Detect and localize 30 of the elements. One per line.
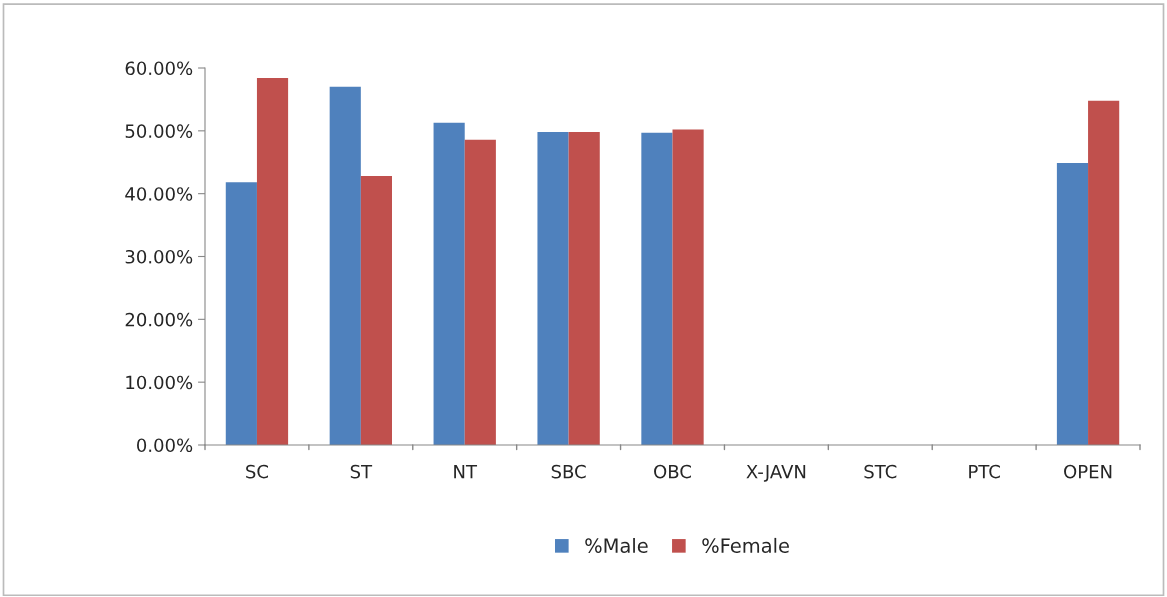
legend-label: %Male xyxy=(585,537,648,553)
x-tick-label: STC xyxy=(864,464,897,479)
y-tick-label: 10.00% xyxy=(126,375,193,390)
bar xyxy=(672,129,704,445)
bar xyxy=(225,182,257,445)
bar xyxy=(641,132,673,445)
bar xyxy=(1088,100,1120,445)
bar xyxy=(433,122,465,445)
bar xyxy=(256,78,289,445)
y-tick-label: 60.00% xyxy=(125,61,193,76)
legend-label: %Female xyxy=(702,537,789,553)
bar xyxy=(360,176,392,445)
x-tick-label: NT xyxy=(454,465,478,479)
y-tick-label: 20.00% xyxy=(125,312,193,327)
y-tick-label: 50.00% xyxy=(125,124,193,138)
x-tick-label: ST xyxy=(350,464,373,479)
bar xyxy=(537,132,569,445)
x-tick-label: SBC xyxy=(551,464,586,479)
x-tick-label: PTC xyxy=(969,464,1000,479)
bar xyxy=(329,86,361,445)
bar xyxy=(1056,162,1089,445)
bar xyxy=(568,132,600,445)
y-tick-label: 40.00% xyxy=(125,187,193,201)
x-tick-label: OBC xyxy=(654,464,691,479)
x-tick-label: OPEN xyxy=(1064,464,1112,479)
bar xyxy=(464,139,496,445)
x-tick-label: SC xyxy=(246,464,268,479)
x-tick-label: X-JAVN xyxy=(746,465,806,482)
y-tick-label: 0.00% xyxy=(137,438,193,453)
y-tick-label: 30.00% xyxy=(125,249,193,264)
